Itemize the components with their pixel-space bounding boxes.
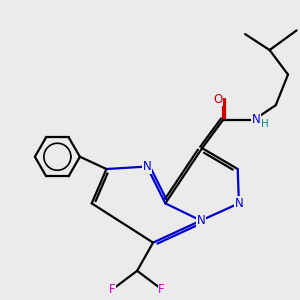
Text: N: N — [196, 214, 205, 227]
Text: N: N — [235, 197, 243, 210]
Text: H: H — [261, 119, 269, 129]
Text: F: F — [158, 283, 165, 296]
Text: N: N — [252, 113, 260, 126]
Text: O: O — [213, 93, 222, 106]
Text: F: F — [109, 283, 116, 296]
Text: N: N — [142, 160, 151, 173]
Text: N: N — [251, 113, 260, 126]
